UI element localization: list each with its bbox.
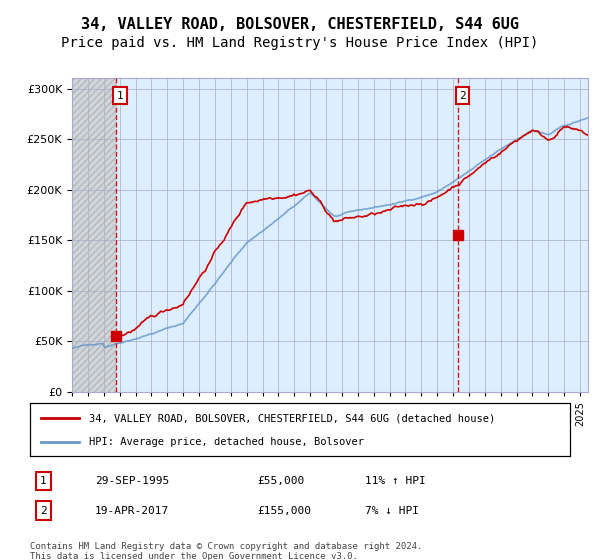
Text: 19-APR-2017: 19-APR-2017 — [95, 506, 169, 516]
Text: 2: 2 — [459, 91, 466, 101]
Text: 1: 1 — [40, 476, 47, 486]
Text: 1: 1 — [116, 91, 123, 101]
Text: 29-SEP-1995: 29-SEP-1995 — [95, 476, 169, 486]
Text: 34, VALLEY ROAD, BOLSOVER, CHESTERFIELD, S44 6UG (detached house): 34, VALLEY ROAD, BOLSOVER, CHESTERFIELD,… — [89, 413, 496, 423]
Text: HPI: Average price, detached house, Bolsover: HPI: Average price, detached house, Bols… — [89, 436, 364, 446]
Text: £155,000: £155,000 — [257, 506, 311, 516]
Text: 11% ↑ HPI: 11% ↑ HPI — [365, 476, 425, 486]
Text: 34, VALLEY ROAD, BOLSOVER, CHESTERFIELD, S44 6UG: 34, VALLEY ROAD, BOLSOVER, CHESTERFIELD,… — [81, 17, 519, 32]
Text: 2: 2 — [40, 506, 47, 516]
Text: Contains HM Land Registry data © Crown copyright and database right 2024.
This d: Contains HM Land Registry data © Crown c… — [30, 542, 422, 560]
Text: Price paid vs. HM Land Registry's House Price Index (HPI): Price paid vs. HM Land Registry's House … — [61, 36, 539, 50]
Text: 7% ↓ HPI: 7% ↓ HPI — [365, 506, 419, 516]
Text: £55,000: £55,000 — [257, 476, 304, 486]
Bar — [72, 78, 116, 392]
